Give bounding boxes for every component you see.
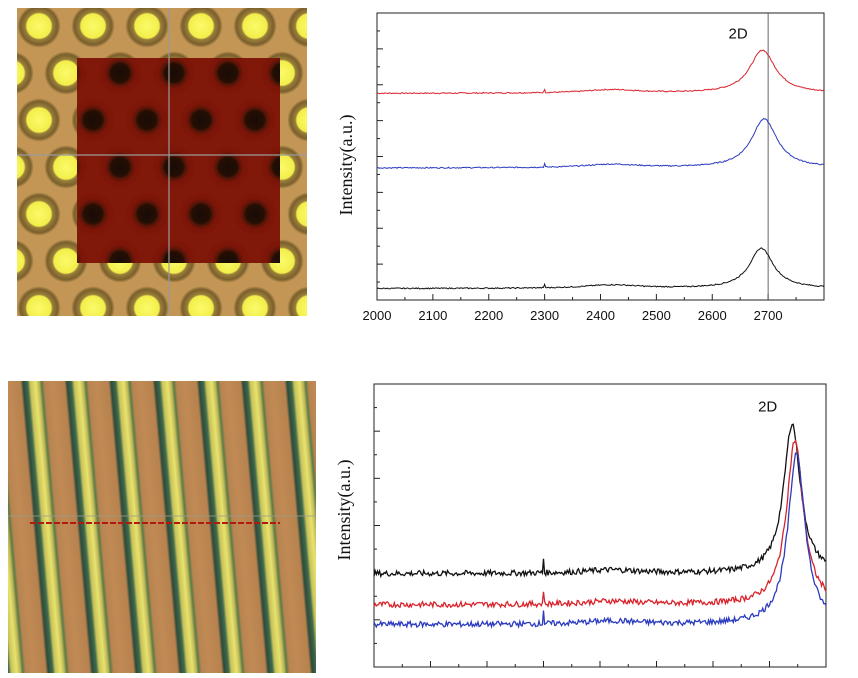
- hole-array-micrograph: [17, 8, 307, 316]
- peak-annotation-2d: 2D: [758, 399, 777, 416]
- raman-spectra-chart-bottom: 2D Intensity(a.u.): [334, 383, 827, 668]
- x-axis-ticks: 2000 2100 2200 2300 2400 2500 2600 2700: [363, 294, 825, 323]
- x-tick-label: 2000: [363, 308, 392, 323]
- series-line-blue: [373, 452, 827, 630]
- series-line-red: [373, 439, 827, 610]
- series-line-black: [376, 247, 825, 290]
- x-tick-label: 2300: [530, 308, 559, 323]
- x-tick-label: 2100: [418, 308, 447, 323]
- raman-spectra-chart-top: 2000 2100 2200 2300 2400 2500 2600 2700 2D Inte…: [336, 12, 825, 323]
- stripe-pattern: [8, 381, 316, 673]
- peak-annotation-2d: 2D: [729, 25, 748, 42]
- raman-map-overlay: [77, 58, 280, 263]
- y-axis-ticks: [377, 12, 383, 301]
- x-tick-label: 2200: [474, 308, 503, 323]
- series-line-red: [376, 49, 825, 95]
- series-line-blue: [376, 117, 825, 170]
- plot-frame: [376, 12, 825, 301]
- stripe-array-micrograph: [8, 381, 316, 673]
- x-tick-label: 2400: [586, 308, 615, 323]
- x-tick-label: 2700: [754, 308, 783, 323]
- y-axis-label: Intensity(a.u.): [336, 115, 357, 216]
- y-axis-label: Intensity(a.u.): [334, 460, 355, 561]
- x-axis-ticks: [373, 661, 827, 667]
- x-tick-label: 2500: [642, 308, 671, 323]
- series-group: [373, 423, 827, 630]
- series-line-black: [373, 423, 827, 579]
- x-tick-label: 2600: [698, 308, 727, 323]
- series-group: [376, 49, 825, 290]
